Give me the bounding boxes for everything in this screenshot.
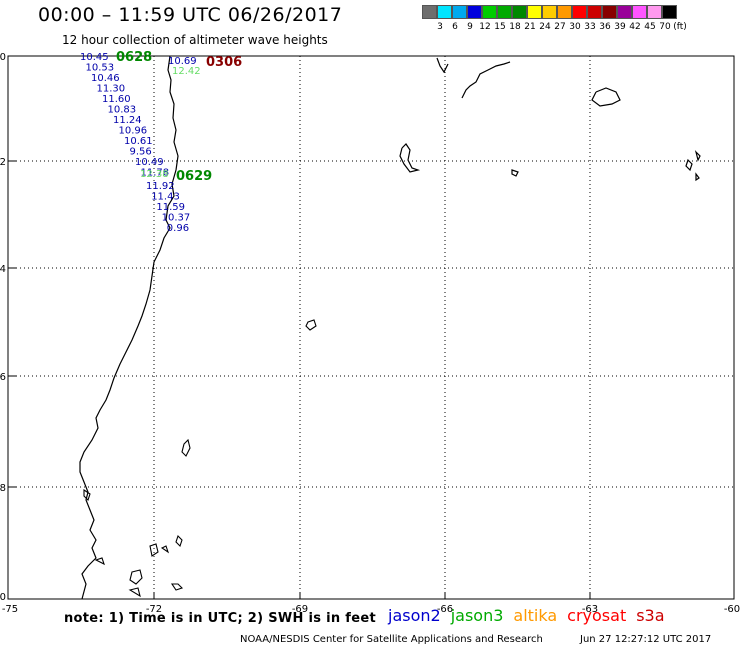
swh-value: 10.83 xyxy=(108,105,137,116)
credit-line: NOAA/NESDIS Center for Satellite Applica… xyxy=(240,634,543,645)
legend-swatch xyxy=(557,5,572,19)
swh-value: 11.43 xyxy=(151,192,180,203)
legend-swatch xyxy=(587,5,602,19)
legend-swatch xyxy=(572,5,587,19)
longitude-labels: -75 -72 -69 -66 -63 -60 xyxy=(2,604,740,615)
longitude-label: -60 xyxy=(724,604,740,615)
legend-label: 27 xyxy=(554,22,566,32)
swh-value: 11.92 xyxy=(146,181,175,192)
legend-label: 42 xyxy=(629,22,641,32)
timestamp: Jun 27 12:27:12 UTC 2017 xyxy=(580,634,712,645)
pass-time-label: 0629 xyxy=(176,169,212,184)
latitude-label: -38 xyxy=(0,483,6,494)
swh-value: 10.37 xyxy=(162,213,191,224)
satellite-cryosat: cryosat xyxy=(567,606,627,625)
satellite-altika: altika xyxy=(513,606,558,625)
legend-label: 33 xyxy=(584,22,596,32)
legend-swatch xyxy=(452,5,467,19)
legend-label: 6 xyxy=(452,22,458,32)
islands-south xyxy=(94,534,184,598)
legend-swatch xyxy=(422,5,437,19)
satellite-legend: jason2 jason3 altika cryosat s3a xyxy=(388,606,675,625)
swh-value: 10.46 xyxy=(91,73,120,84)
swh-value: 10.53 xyxy=(86,63,115,74)
legend-swatch xyxy=(542,5,557,19)
legend-label: 70 xyxy=(659,22,671,32)
legend-label: (ft) xyxy=(673,22,687,32)
island-chiloe-west xyxy=(83,438,191,502)
swh-value: 11.60 xyxy=(102,94,131,105)
legend-swatch xyxy=(662,5,677,19)
satellite-s3a: s3a xyxy=(636,606,665,625)
altimeter-track-west: 10.4510.5310.4611.3011.6010.8311.2410.96… xyxy=(80,52,169,180)
legend-label: 21 xyxy=(524,22,536,32)
legend-label: 15 xyxy=(494,22,506,32)
swh-value: 11.24 xyxy=(113,115,142,126)
legend-swatch xyxy=(602,5,617,19)
legend-label: 39 xyxy=(614,22,626,32)
island-robinson xyxy=(305,319,317,331)
swh-value: 11.59 xyxy=(156,202,185,213)
longitude-label: -69 xyxy=(292,604,308,615)
legend-swatch xyxy=(482,5,497,19)
swh-value: 10.69 xyxy=(168,56,197,67)
legend-swatch xyxy=(467,5,482,19)
longitude-label: -63 xyxy=(582,604,598,615)
legend-swatch xyxy=(512,5,527,19)
swh-value: 10.61 xyxy=(124,136,153,147)
swh-value: 0.96 xyxy=(167,223,189,234)
swh-value: 11.30 xyxy=(97,84,126,95)
longitude-label: -66 xyxy=(437,604,453,615)
legend-label: 3 xyxy=(437,22,443,32)
swh-value: 11.78 xyxy=(141,168,170,179)
legend-label: 24 xyxy=(539,22,551,32)
axis-ticks xyxy=(8,55,591,599)
swh-value-highlight: 12.42 xyxy=(172,66,201,77)
graticule xyxy=(8,56,734,599)
legend-label: 12 xyxy=(479,22,491,32)
footer-note: note: 1) Time is in UTC; 2) SWH is in fe… xyxy=(64,611,376,626)
map-subtitle: 12 hour collection of altimeter wave hei… xyxy=(62,33,328,47)
swh-value: 10.45 xyxy=(80,52,109,63)
pass-labels: 0628 0306 0629 xyxy=(116,50,242,184)
map-title: 00:00 – 11:59 UTC 06/26/2017 xyxy=(38,4,343,26)
color-scale-legend xyxy=(422,5,677,19)
legend-label: 18 xyxy=(509,22,521,32)
legend-swatch xyxy=(527,5,542,19)
latitude-labels: -30 -32 -34 -36 -38 -40 xyxy=(0,52,6,603)
legend-swatch xyxy=(437,5,452,19)
swh-value-highlight: 12.38 xyxy=(140,169,169,180)
legend-swatch xyxy=(497,5,512,19)
satellite-jason2: jason2 xyxy=(388,606,441,625)
swh-value: 9.56 xyxy=(130,147,152,158)
map-frame xyxy=(7,55,735,600)
satellite-jason3: jason3 xyxy=(450,606,504,625)
coastline-mainland xyxy=(79,55,179,600)
coastline-east xyxy=(399,57,701,182)
legend-swatch xyxy=(632,5,647,19)
swh-value: 10.96 xyxy=(119,126,148,137)
longitude-label: -75 xyxy=(2,604,18,615)
latitude-label: -30 xyxy=(0,52,6,63)
latitude-label: -32 xyxy=(0,157,6,168)
legend-label: 36 xyxy=(599,22,611,32)
legend-label: 45 xyxy=(644,22,656,32)
legend-swatch xyxy=(647,5,662,19)
pass-time-label: 0306 xyxy=(206,55,242,70)
pass-time-label: 0628 xyxy=(116,50,152,65)
legend-swatch xyxy=(617,5,632,19)
legend-label: 9 xyxy=(467,22,473,32)
longitude-label: -72 xyxy=(146,604,162,615)
latitude-label: -34 xyxy=(0,264,6,275)
latitude-label: -36 xyxy=(0,372,6,383)
legend-label: 30 xyxy=(569,22,581,32)
swh-value: 10.49 xyxy=(135,157,164,168)
latitude-label: -40 xyxy=(0,592,6,603)
